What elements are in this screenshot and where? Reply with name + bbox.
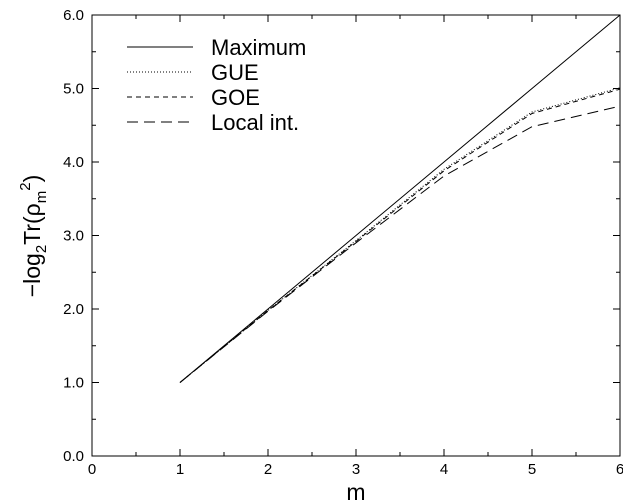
series-line-maximum xyxy=(179,14,621,383)
x-tick-label: 5 xyxy=(528,461,536,478)
x-tick-label: 0 xyxy=(88,461,96,478)
y-tick-labels: 0.0 1.0 2.0 3.0 4.0 5.0 6.0 xyxy=(63,7,84,465)
series-line-gue xyxy=(179,87,621,383)
y-tick-label: 5.0 xyxy=(63,81,84,98)
legend-label-local-int: Local int. xyxy=(211,110,299,135)
axis-ticks xyxy=(91,14,621,457)
y-tick-label: 0.0 xyxy=(63,448,84,465)
x-tick-label: 2 xyxy=(264,461,272,478)
x-tick-label: 6 xyxy=(616,461,623,478)
x-tick-label: 3 xyxy=(352,461,360,478)
legend-label-maximum: Maximum xyxy=(211,35,306,60)
y-tick-label: 3.0 xyxy=(63,228,84,245)
x-tick-label: 4 xyxy=(440,461,448,478)
y-tick-label: 2.0 xyxy=(63,301,84,318)
legend-label-gue: GUE xyxy=(211,60,259,85)
y-tick-label: 4.0 xyxy=(63,154,84,171)
y-tick-label: 1.0 xyxy=(63,375,84,392)
x-tick-labels: 0 1 2 3 4 5 6 xyxy=(88,461,623,478)
series-lines xyxy=(179,14,621,383)
y-tick-label: 6.0 xyxy=(63,7,84,24)
series-line-local-int xyxy=(179,105,621,383)
x-axis-title: m xyxy=(346,479,365,504)
x-tick-label: 1 xyxy=(176,461,184,478)
y-axis-title: −log2Tr(ρm2) xyxy=(17,175,50,298)
legend-label-goe: GOE xyxy=(211,85,260,110)
